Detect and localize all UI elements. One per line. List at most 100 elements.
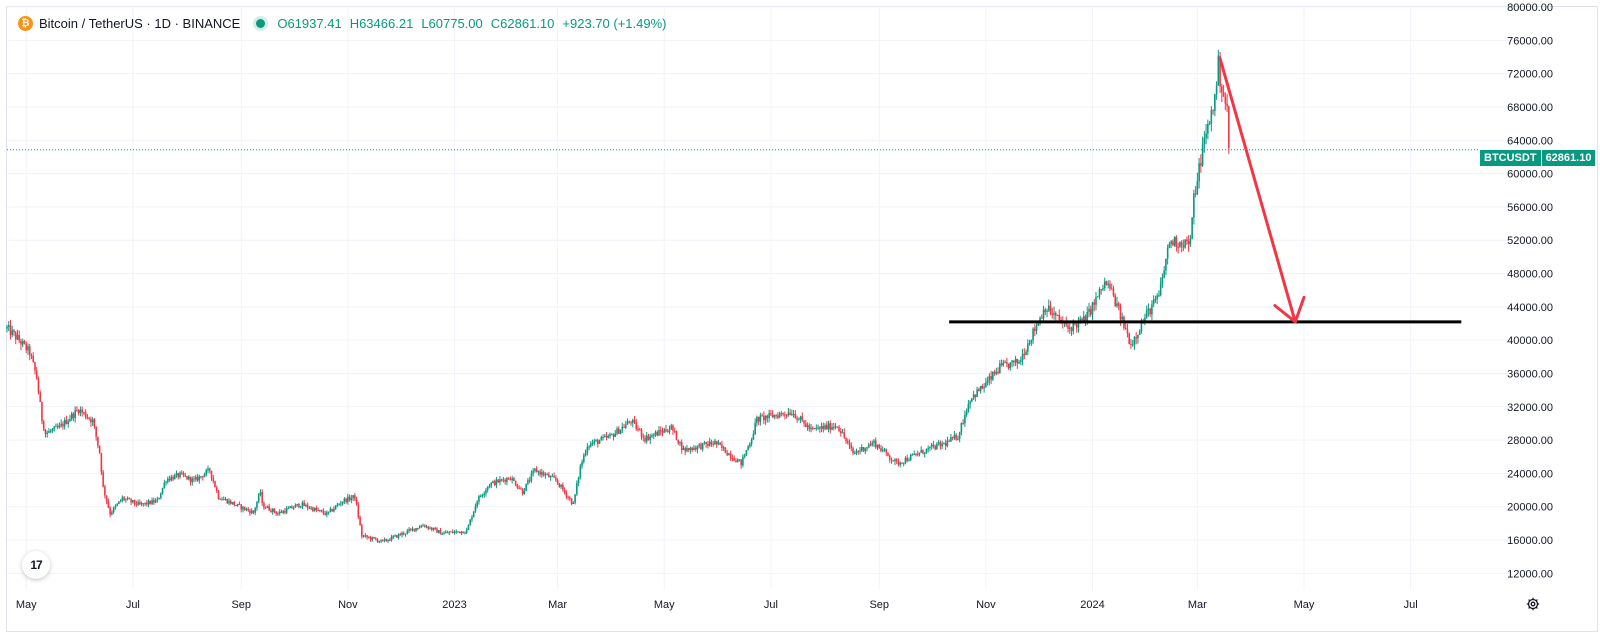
candle-body: [462, 531, 465, 534]
candle-body: [637, 428, 639, 430]
candle-body: [249, 510, 251, 514]
candle-body: [705, 441, 707, 444]
candle-body: [1032, 328, 1034, 341]
price-axis[interactable]: 80000.00 76000.00 72000.00 68000.00 64000.00…: [1507, 2, 1553, 580]
candle-body: [927, 447, 929, 449]
candle-body: [563, 489, 566, 493]
candle-body: [11, 330, 14, 336]
price-tag-value: 62861.10: [1541, 150, 1596, 166]
candle-body: [806, 425, 809, 427]
candle-body: [308, 507, 311, 509]
candle-body: [586, 446, 589, 454]
candle-body: [913, 453, 915, 455]
candle-body: [298, 503, 300, 508]
candle-body: [76, 410, 78, 412]
candle-body: [721, 444, 723, 448]
candle-body: [969, 401, 971, 404]
candle-body: [848, 442, 851, 445]
candle-body: [1002, 362, 1005, 366]
candle-body: [623, 426, 625, 428]
candle-body: [946, 440, 949, 446]
candle-body: [1184, 239, 1186, 248]
candle-body: [915, 453, 917, 455]
open-value: 61937.41: [287, 15, 342, 31]
candle-body: [715, 440, 718, 445]
candle-body: [72, 413, 75, 418]
candle-body: [81, 409, 83, 413]
candle-body: [123, 497, 125, 500]
candle-body: [79, 409, 82, 414]
candle-body: [340, 503, 342, 505]
candle-body: [499, 479, 501, 483]
candle-body: [23, 341, 26, 344]
gear-icon[interactable]: [1526, 597, 1540, 611]
candle-body: [549, 476, 552, 478]
candle-body: [1030, 340, 1033, 344]
candle-body: [1014, 358, 1017, 363]
candle-body: [504, 480, 506, 482]
projection-arrow-shaft[interactable]: [1218, 57, 1297, 324]
candle-body: [100, 453, 103, 473]
candle-body: [614, 433, 617, 437]
candle-body: [1194, 193, 1197, 195]
candle-body: [153, 500, 155, 503]
candle-body: [1193, 193, 1195, 218]
candle-body: [972, 394, 975, 399]
candle-body: [284, 510, 286, 513]
candle-body: [1027, 343, 1029, 352]
candle-body: [1070, 327, 1073, 332]
candle-body: [331, 508, 333, 512]
candle-body: [174, 475, 176, 480]
candle-body: [551, 475, 554, 477]
candle-body: [558, 483, 561, 488]
candle-body: [481, 495, 484, 497]
candle-body: [717, 442, 720, 445]
symbol-title[interactable]: Bitcoin / TetherUS · 1D · BINANCE: [39, 15, 241, 31]
candle-body: [1133, 337, 1136, 345]
candle-body: [798, 419, 800, 421]
candle-body: [1020, 360, 1022, 362]
candle-body: [822, 426, 825, 430]
candle-body: [271, 508, 274, 512]
candle-body: [88, 417, 90, 419]
candle-body: [1088, 308, 1090, 313]
candle-body: [443, 532, 445, 535]
candle-body: [825, 425, 828, 430]
candle-body: [28, 346, 31, 356]
candle-body: [369, 537, 372, 540]
candle-body: [432, 527, 435, 530]
candle-body: [525, 483, 527, 491]
candle-body: [56, 426, 59, 428]
candle-body: [908, 460, 910, 462]
candle-body: [193, 478, 195, 480]
candle-body: [55, 426, 57, 428]
candle-body: [726, 452, 728, 456]
candle-body: [829, 423, 832, 430]
candle-body: [1200, 163, 1202, 166]
candle-body: [86, 417, 89, 419]
time-axis[interactable]: May Jul Sep Nov 2023 Mar May Jul Sep Nov 2024 Mar Ma…: [16, 599, 1418, 611]
candle-body: [161, 487, 164, 494]
candle-body: [986, 380, 989, 383]
projection-arrow-head[interactable]: [1273, 295, 1306, 324]
candle-body: [42, 421, 45, 430]
candle-body: [1180, 242, 1183, 246]
candle-body: [843, 432, 846, 438]
candle-body: [112, 507, 115, 513]
x-tick-label: Jul: [126, 599, 140, 611]
candle-body: [1175, 237, 1178, 247]
candle-body: [1172, 241, 1174, 246]
candle-body: [967, 403, 970, 412]
candle-body: [338, 504, 340, 506]
candle-body: [1198, 163, 1200, 182]
tradingview-logo-icon[interactable]: 17: [22, 551, 50, 579]
candle-body: [827, 423, 830, 430]
market-status-dot[interactable]: [256, 18, 266, 28]
y-tick-label: 32000.00: [1507, 402, 1553, 414]
candle-body: [838, 426, 840, 432]
candle-body: [167, 478, 169, 482]
candle-body: [273, 508, 276, 513]
candle-body: [1049, 305, 1052, 314]
candle-body: [791, 414, 793, 416]
